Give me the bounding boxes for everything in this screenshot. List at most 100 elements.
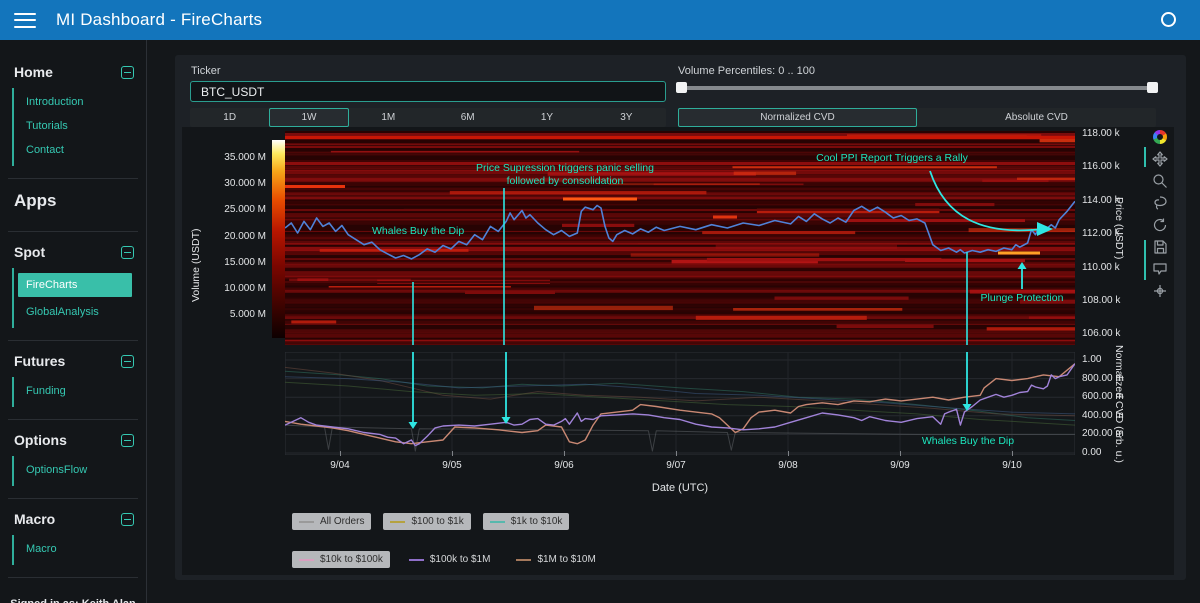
heatmap-row [465,291,555,294]
sidebar-item-globalanalysis[interactable]: GlobalAnalysis [14,300,136,324]
sidebar-section-header-macro[interactable]: Macro [10,507,136,535]
heatmap-row [285,146,1075,148]
price-tick-label: 116.00 k [1082,161,1120,172]
heatmap-segment [450,191,707,194]
date-tickmark [788,451,789,456]
plotly-logo-icon[interactable] [1152,128,1169,145]
legend-item--10k-to-100k[interactable]: $10k to $100k [292,551,390,568]
range-button-3y[interactable]: 3Y [587,108,666,127]
volume-tick-label: 35.000 M [204,152,266,163]
heatmap-row [285,181,1075,183]
slider-handle-min[interactable] [676,82,687,93]
slider-handle-max[interactable] [1147,82,1158,93]
spikelines-icon[interactable] [1152,282,1169,299]
legend-item--100k-to-1m[interactable]: $100k to $1M [402,551,498,568]
sidebar-item-introduction[interactable]: Introduction [14,90,136,114]
sidebar-section-header-futures[interactable]: Futures [10,349,136,377]
heatmap-row [285,196,1075,199]
range-button-6m[interactable]: 6M [428,108,507,127]
collapse-icon[interactable] [121,66,134,79]
heatmap-segment [609,183,760,185]
legend-item-all-orders[interactable]: All Orders [292,513,371,530]
section-items: IntroductionTutorialsContact [12,88,136,166]
date-tickmark [340,451,341,456]
volume-tick-label: 5.000 M [204,309,266,320]
section-title: Spot [14,244,45,260]
sidebar-item-firecharts[interactable]: FireCharts [18,273,132,297]
legend-label: $100 to $1k [411,516,463,527]
annotation-text: Price Supression triggers panic selling [476,162,654,174]
hover-tooltip-icon[interactable] [1152,260,1169,277]
heatmap-row [285,281,1075,283]
sidebar-item-tutorials[interactable]: Tutorials [14,114,136,138]
cvd-button-normalized-cvd[interactable]: Normalized CVD [678,108,917,127]
sidebar-item-macro[interactable]: Macro [14,537,136,561]
date-tickmark [452,451,453,456]
range-button-1y[interactable]: 1Y [507,108,586,127]
collapse-icon[interactable] [121,246,134,259]
annotation-text: Whales Buy the Dip [922,435,1014,447]
section-items: FireCharts GlobalAnalysis [12,268,136,328]
heatmap-row [285,239,1075,241]
pan-icon[interactable] [1152,150,1169,167]
heatmap-segment [716,245,897,249]
legend-label: $1M to $10M [537,554,595,565]
divider [8,419,138,420]
legend-item--1k-to-10k[interactable]: $1k to $10k [483,513,570,530]
annotation-text: Whales Buy the Dip [372,225,464,237]
section-title: Apps [14,191,57,211]
heatmap-row [845,219,1025,222]
heatmap-segment [534,306,673,310]
heatmap-row [285,136,1075,139]
volume-percentiles-slider[interactable] [678,81,1156,95]
range-button-1m[interactable]: 1M [349,108,428,127]
date-tickmark [676,451,677,456]
collapse-icon[interactable] [121,434,134,447]
lasso-select-icon[interactable] [1152,194,1169,211]
legend-swatch [516,559,531,561]
heatmap-segment [289,279,411,282]
ticker-label: Ticker [191,65,221,77]
ticker-input[interactable] [190,81,666,102]
sidebar-item-contact[interactable]: Contact [14,138,136,162]
zoom-icon[interactable] [1152,172,1169,189]
divider [8,340,138,341]
cvd-plot[interactable]: Whales Buy the Dip [285,352,1075,455]
section-items: Macro [12,535,136,565]
heatmap-row [285,168,1075,169]
hamburger-menu-icon[interactable] [14,13,36,28]
range-button-group: 1D1W1M6M1Y3Y [190,108,666,127]
heatmap-row [285,327,1075,330]
collapse-icon[interactable] [121,513,134,526]
collapse-icon[interactable] [121,355,134,368]
price-heatmap-plot[interactable]: Whales Buy the Dip Price Supression trigg… [285,131,1075,345]
sidebar-section-macro: MacroMacro [0,501,146,575]
heatmap-segment [702,231,855,234]
legend-row: $10k to $100k $100k to $1M $1M to $10M [292,551,603,568]
heatmap-row [285,241,1075,243]
range-button-1w[interactable]: 1W [269,108,348,127]
heatmap-row [285,299,1075,303]
page-title: MI Dashboard - FireCharts [56,10,262,30]
save-icon[interactable] [1152,238,1169,255]
legend-swatch [299,559,314,561]
sidebar-item-optionsflow[interactable]: OptionsFlow [14,458,136,482]
sidebar-section-header-options[interactable]: Options [10,428,136,456]
sidebar-item-funding[interactable]: Funding [14,379,136,403]
heatmap-segment [775,297,909,300]
cvd-button-absolute-cvd[interactable]: Absolute CVD [917,108,1156,127]
date-tick-label: 9/07 [666,460,685,471]
heatmap-segment [562,224,634,227]
legend-swatch [490,521,505,523]
legend-item--1m-to-10m[interactable]: $1M to $10M [509,551,602,568]
heatmap-row [285,324,1075,326]
app-header: MI Dashboard - FireCharts [0,0,1200,40]
date-tickmark [564,451,565,456]
sidebar-section-header-home[interactable]: Home [10,60,136,88]
reset-axes-icon[interactable] [1152,216,1169,233]
legend-item--100-to-1k[interactable]: $100 to $1k [383,513,470,530]
slider-rail[interactable] [678,86,1156,90]
heatmap-row [285,329,1075,331]
sidebar-section-header-spot[interactable]: Spot [10,240,136,268]
range-button-1d[interactable]: 1D [190,108,269,127]
